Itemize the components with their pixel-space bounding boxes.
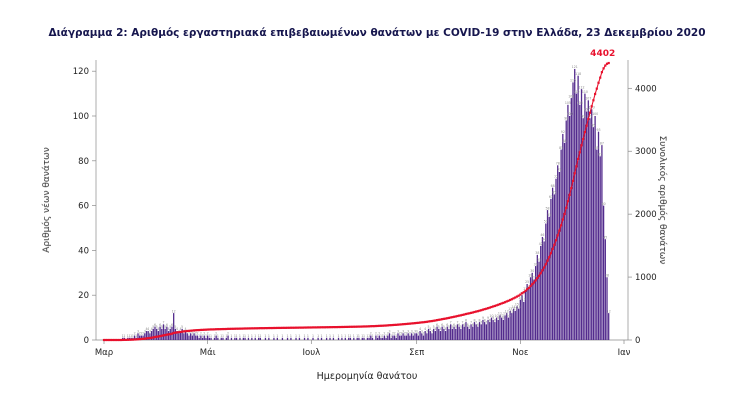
right-axis-title: Συνολικός αριθμός θανάτων xyxy=(657,135,667,265)
left-axis-title: Αριθμός νέων θανάτων xyxy=(42,147,52,253)
chart-title: Διάγραμμα 2: Αριθμός εργαστηριακά επιβεβ… xyxy=(48,27,706,39)
x-axis-title: Ημερομηνία θανάτου xyxy=(316,371,418,382)
